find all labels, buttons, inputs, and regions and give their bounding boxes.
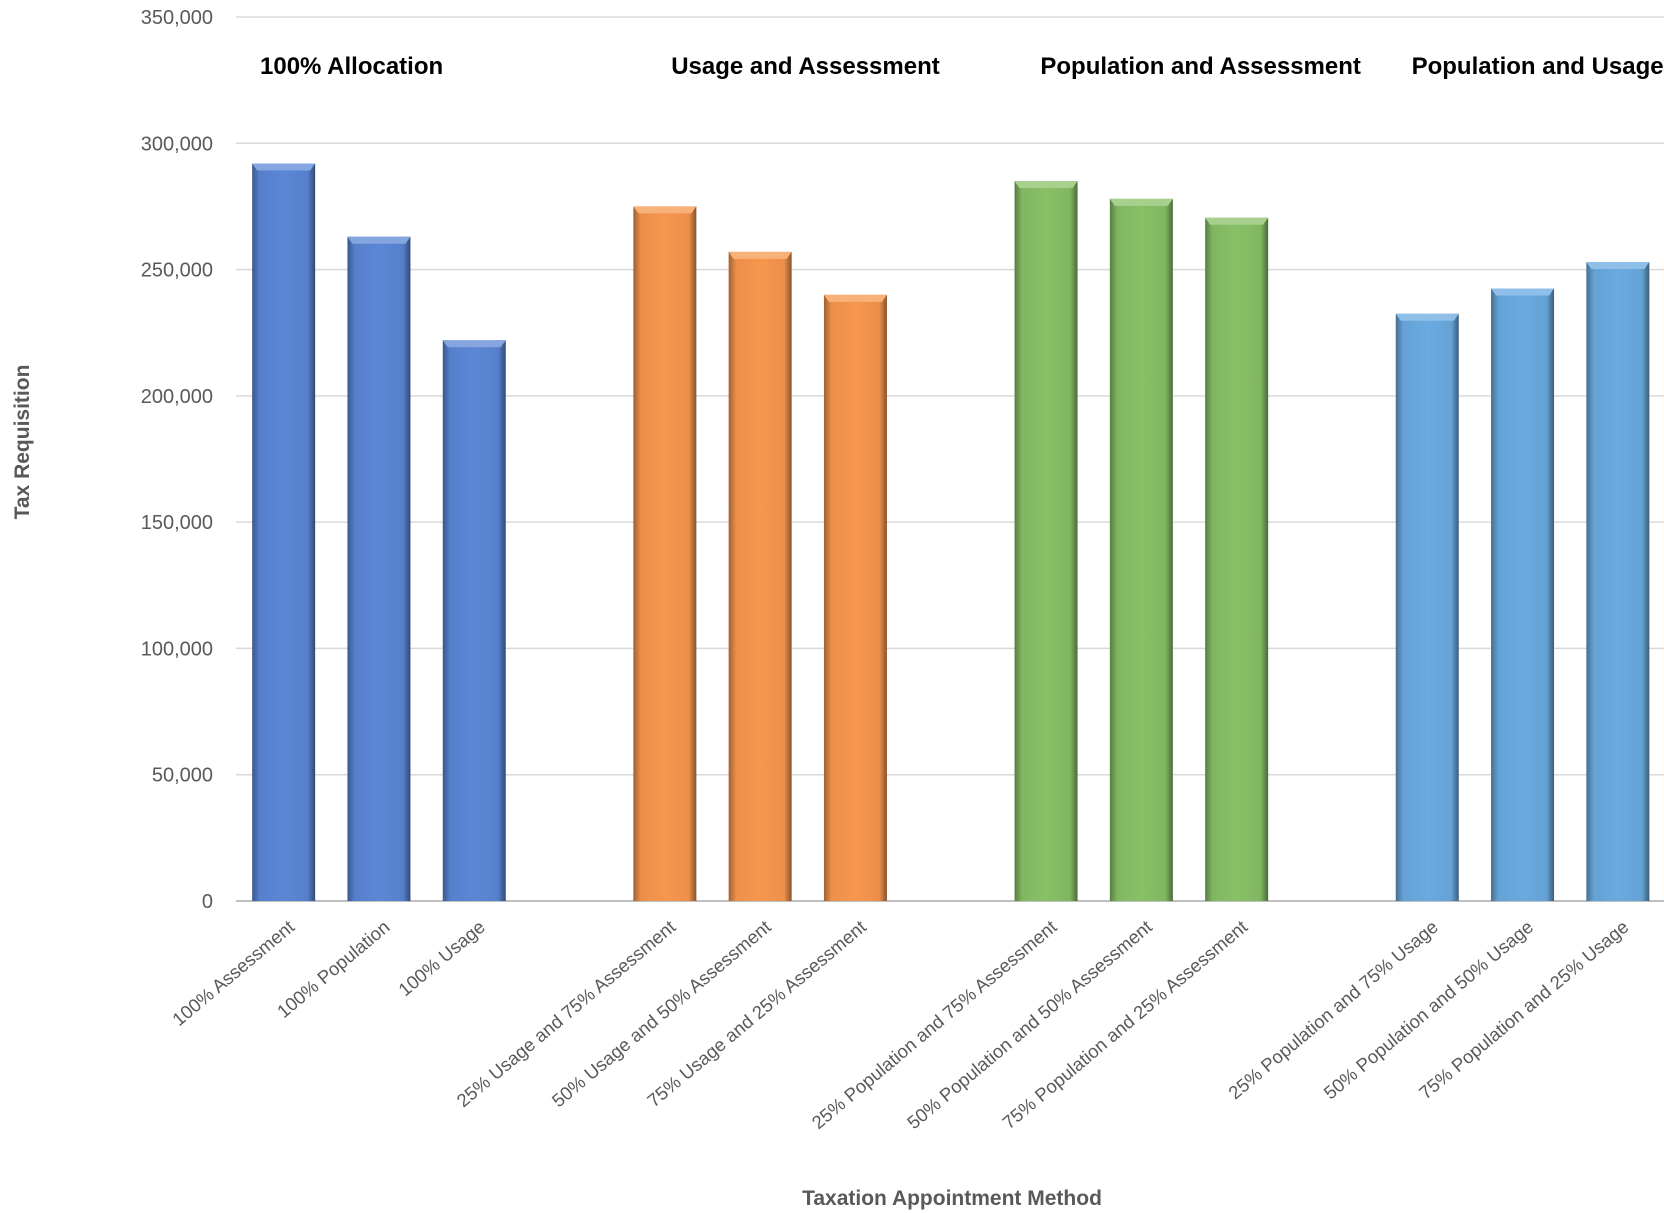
bar — [1109, 198, 1173, 901]
bar — [633, 206, 697, 901]
bar-highlight — [1205, 217, 1269, 225]
bar-highlight — [1014, 181, 1078, 189]
y-tick-label: 300,000 — [141, 133, 213, 155]
bar-highlight — [1586, 261, 1650, 269]
bar-highlight — [347, 236, 411, 244]
group-label: Usage and Assessment — [671, 53, 940, 80]
y-tick-label: 50,000 — [152, 765, 213, 787]
bar-highlight — [633, 206, 697, 214]
bar — [442, 340, 506, 901]
bar — [1014, 181, 1078, 901]
y-tick-label: 250,000 — [141, 260, 213, 282]
y-tick-label: 100,000 — [141, 638, 213, 660]
bar — [823, 294, 887, 901]
y-axis-title: Tax Requisition — [11, 365, 34, 520]
bars — [252, 163, 1650, 902]
y-tick-label: 150,000 — [141, 512, 213, 534]
y-axis-ticks: 0 50,000 100,000 150,000 200,000 250,000 300,0… — [141, 7, 213, 913]
group-labels: 100% Allocation Usage and Assessment Popul… — [260, 53, 1664, 80]
bar-highlight — [442, 340, 506, 348]
x-tick-label: 100% Usage — [394, 916, 489, 1000]
bar — [252, 163, 316, 901]
bar-highlight — [823, 294, 887, 302]
group-label: 100% Allocation — [260, 53, 443, 80]
bar-highlight — [728, 251, 792, 259]
bar — [728, 251, 792, 902]
group-label: Population and Usage — [1412, 53, 1664, 80]
bar-highlight — [1395, 313, 1459, 321]
bar — [1205, 217, 1269, 901]
bar-highlight — [1491, 288, 1555, 296]
y-tick-label: 200,000 — [141, 386, 213, 408]
y-tick-label: 350,000 — [141, 7, 213, 29]
y-tick-label: 0 — [202, 891, 213, 913]
x-tick-label: 75% Population and 25% Usage — [1415, 916, 1633, 1103]
bar-highlight — [1109, 198, 1173, 206]
bar — [347, 236, 411, 902]
bar — [1491, 288, 1555, 901]
x-axis-title: Taxation Appointment Method — [802, 1187, 1102, 1210]
bar — [1586, 261, 1650, 902]
bar-highlight — [252, 163, 316, 171]
group-label: Population and Assessment — [1040, 53, 1361, 80]
bar — [1395, 313, 1459, 901]
